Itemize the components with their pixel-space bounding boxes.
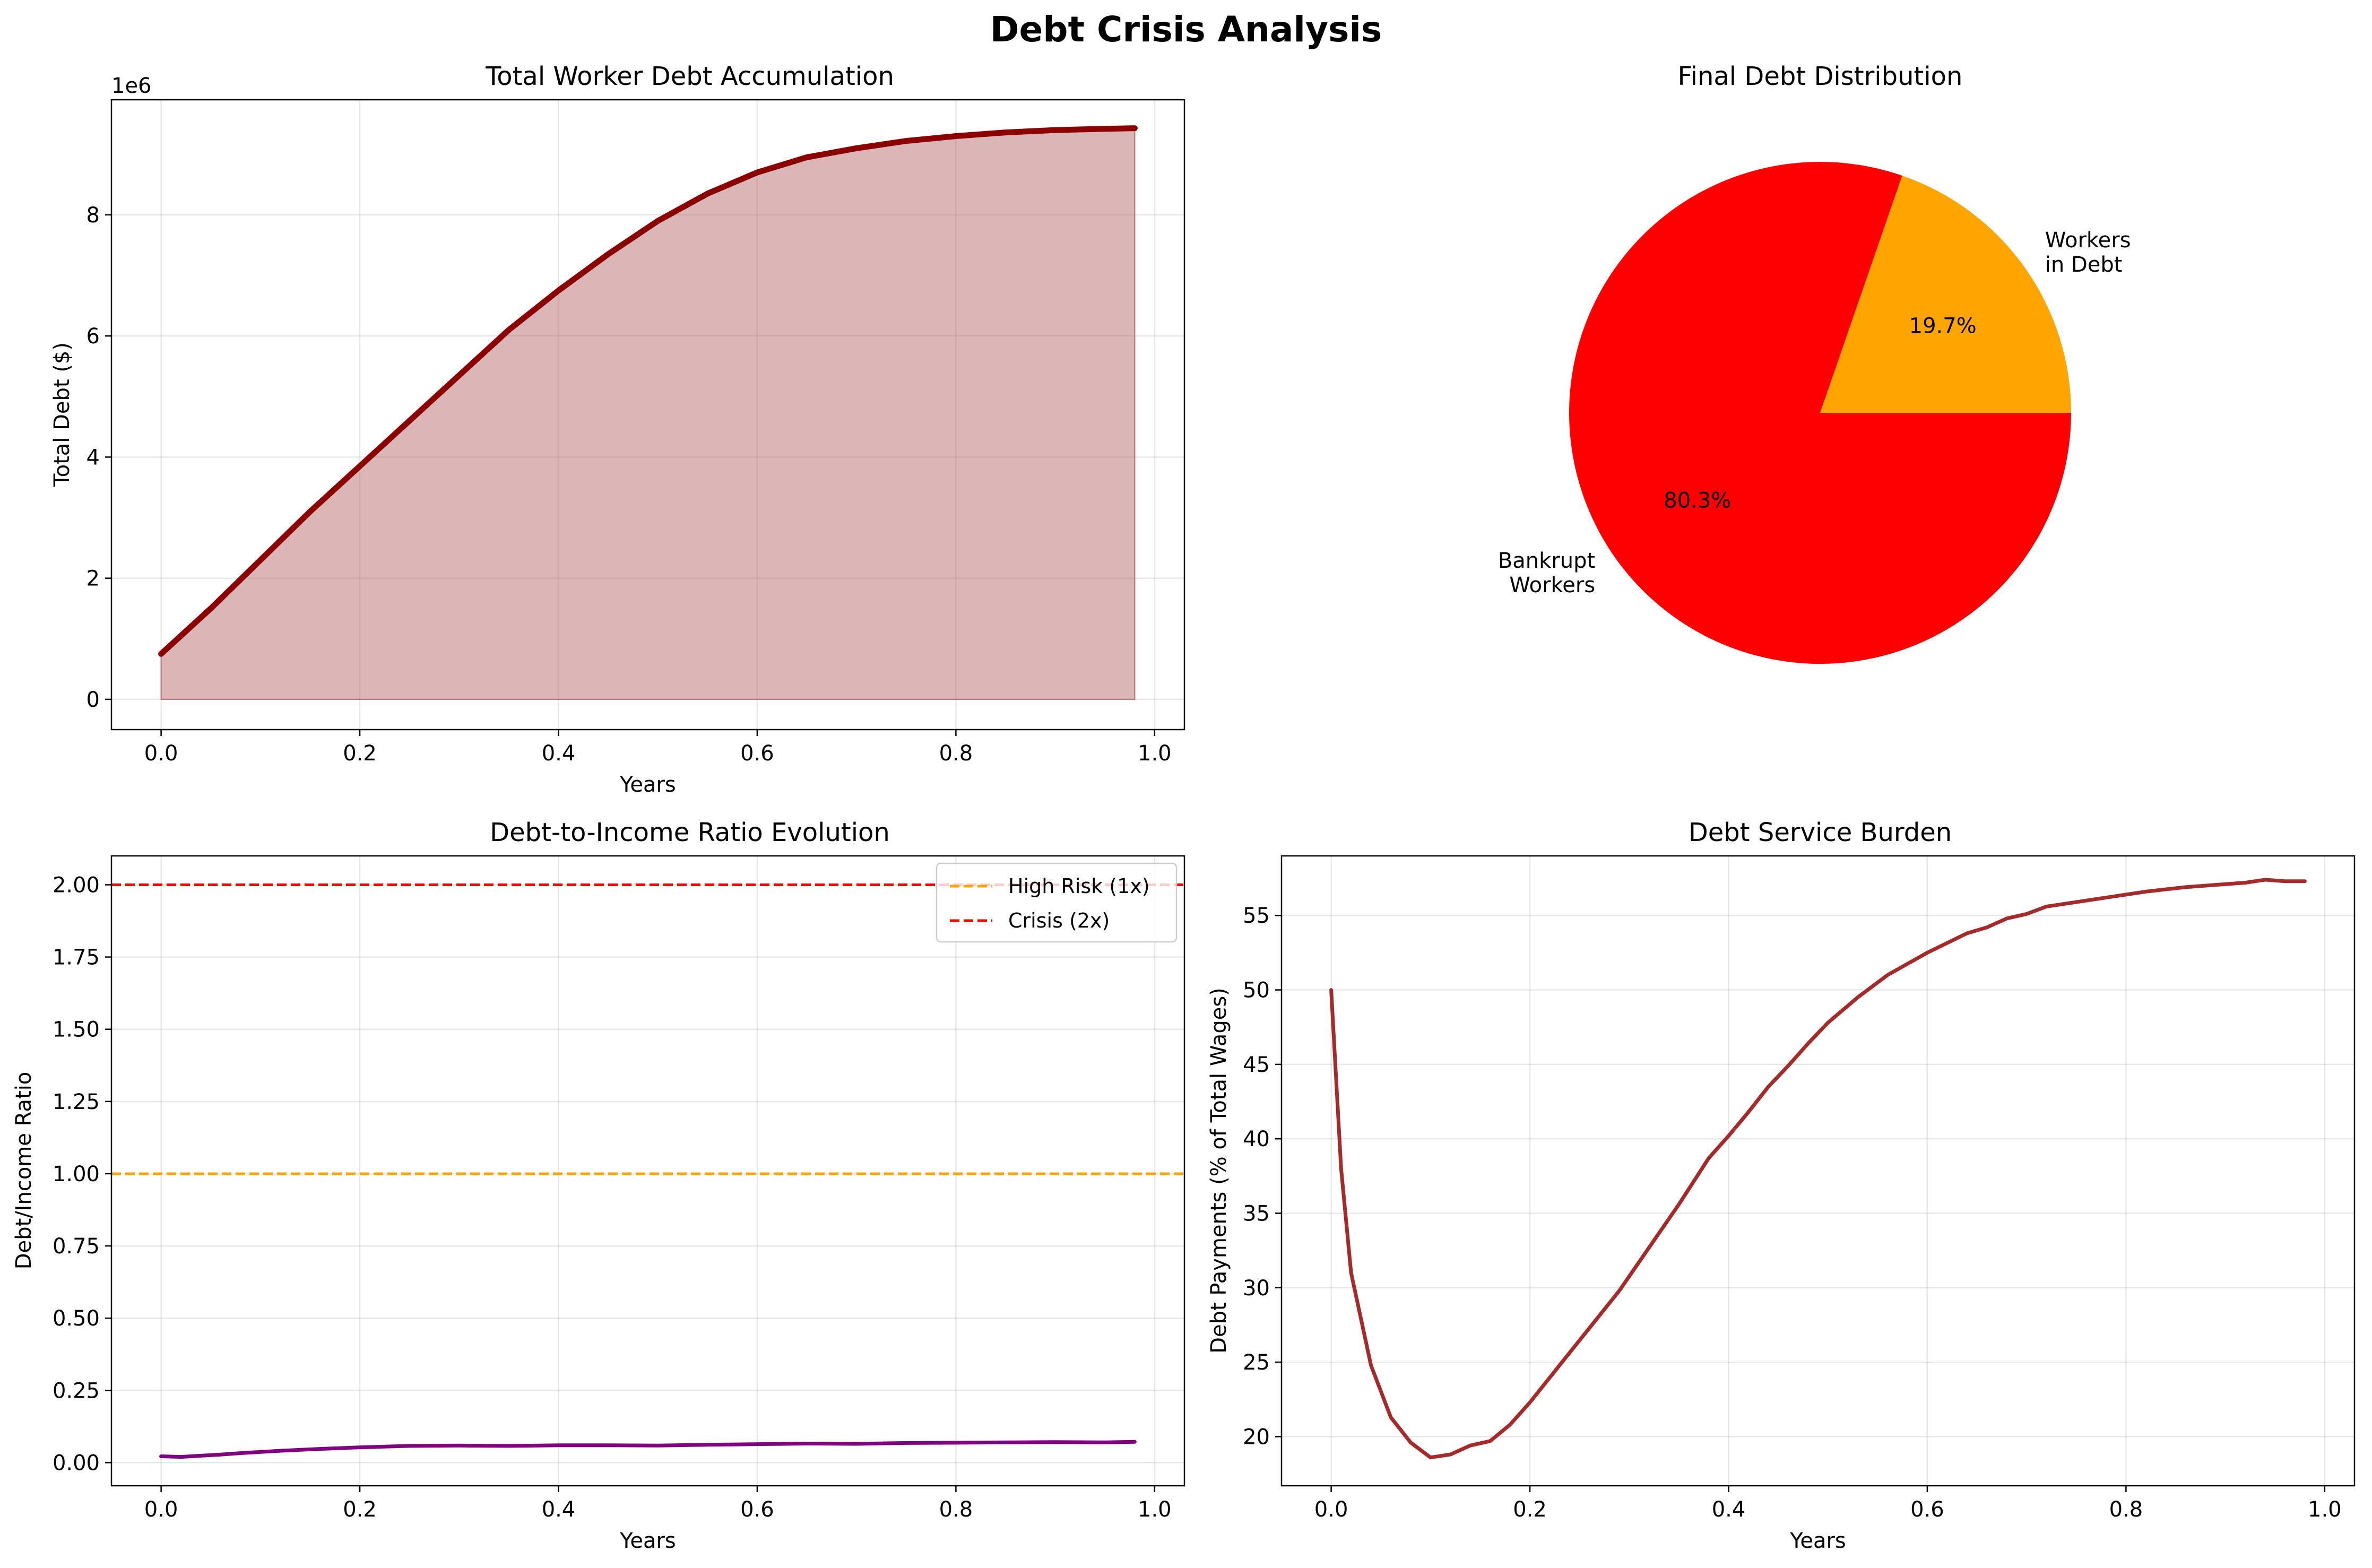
plot-area <box>111 883 1184 1459</box>
y-tick-label: 1.00 <box>53 1162 100 1186</box>
legend-label-crisis: Crisis (2x) <box>1008 909 1110 932</box>
x-tick-label: 0.6 <box>740 741 774 766</box>
x-tick-label: 0.0 <box>144 741 178 766</box>
pie-slice-1 <box>1569 162 2071 664</box>
chart-title: Debt-to-Income Ratio Evolution <box>490 818 890 847</box>
axes-frame <box>110 99 1185 731</box>
x-tick-label: 1.0 <box>1138 1497 1172 1522</box>
plot-area <box>158 125 1138 700</box>
x-tick-label: 0.4 <box>542 1497 576 1522</box>
x-axis-label: Years <box>619 773 676 797</box>
area-fill <box>160 127 1136 700</box>
x-tick-label: 0.4 <box>542 741 576 766</box>
legend-box <box>936 862 1178 943</box>
figure-title: Debt Crisis Analysis <box>990 9 1382 50</box>
series-line <box>1329 878 2307 1460</box>
x-tick-label: 0.6 <box>1910 1497 1944 1522</box>
y-tick-label: 2 <box>86 567 100 591</box>
pie-label-line2: Workers <box>1509 573 1595 597</box>
y-tick-label: 0 <box>86 688 100 712</box>
y-tick-label: 0.50 <box>53 1306 100 1331</box>
x-tick-label: 0.2 <box>343 1497 377 1522</box>
y-axis-label: Total Debt ($) <box>50 342 74 487</box>
y-tick-label: 1.50 <box>53 1018 100 1042</box>
axis-ticks: 0.0 0.2 0.4 0.6 0.8 1.0 20 25 30 35 40 45 50 55 <box>1243 904 2342 1522</box>
y-tick-label: 2.00 <box>53 873 100 897</box>
x-tick-label: 0.4 <box>1712 1497 1746 1522</box>
chart-title: Total Worker Debt Accumulation <box>485 62 894 91</box>
x-axis-label: Years <box>619 1529 676 1553</box>
y-tick-label: 6 <box>86 324 100 349</box>
x-tick-label: 0.0 <box>1314 1497 1348 1522</box>
y-tick-label: 50 <box>1243 978 1270 1003</box>
y-tick-label: 30 <box>1243 1276 1270 1301</box>
x-tick-label: 0.8 <box>939 1497 973 1522</box>
x-tick-label: 0.2 <box>1513 1497 1547 1522</box>
y-axis-label: Debt Payments (% of Total Wages) <box>1207 987 1231 1354</box>
pie-label-line1: Bankrupt <box>1498 549 1595 573</box>
y-tick-label: 40 <box>1243 1127 1270 1151</box>
debt-accumulation-chart: Total Worker Debt Accumulation 0.0 0.2 0.4… <box>50 62 1185 797</box>
y-tick-label: 20 <box>1243 1425 1270 1449</box>
y-tick-label: 45 <box>1243 1053 1270 1077</box>
x-tick-label: 0.8 <box>939 741 973 766</box>
legend: High Risk (1x) Crisis (2x) <box>936 862 1178 943</box>
x-tick-label: 1.0 <box>1138 741 1172 766</box>
chart-title: Final Debt Distribution <box>1678 62 1963 91</box>
y-tick-label: 0.75 <box>53 1234 100 1259</box>
y-tick-label: 35 <box>1243 1201 1270 1226</box>
y-tick-label: 4 <box>86 445 100 470</box>
y-tick-label: 1.25 <box>53 1090 100 1114</box>
x-tick-label: 0.8 <box>2109 1497 2143 1522</box>
x-tick-label: 0.6 <box>740 1497 774 1522</box>
y-tick-label: 0.00 <box>53 1451 100 1475</box>
y-tick-label: 55 <box>1243 904 1270 928</box>
legend-label-high-risk: High Risk (1x) <box>1008 874 1150 898</box>
axes-frame <box>110 855 1185 1487</box>
axis-ticks: 0.0 0.2 0.4 0.6 0.8 1.0 0.00 0.25 0.50 0.75 1.00 1.… <box>53 873 1172 1522</box>
x-tick-label: 0.0 <box>144 1497 178 1522</box>
pie-pct-label: 80.3% <box>1664 489 1731 513</box>
grid <box>111 856 1184 1486</box>
pie-label-line2: in Debt <box>2045 253 2123 277</box>
grid <box>1282 856 2354 1486</box>
y-tick-label: 1.75 <box>53 946 100 970</box>
y-offset-text: 1e6 <box>111 74 152 98</box>
pie-label-line1: Workers <box>2045 228 2131 253</box>
y-tick-label: 25 <box>1243 1350 1270 1375</box>
series-line <box>159 1440 1137 1459</box>
axis-ticks: 0.0 0.2 0.4 0.6 0.8 1.0 0 2 4 6 8 <box>86 203 1172 766</box>
axes-frame <box>1280 855 2356 1487</box>
y-tick-label: 8 <box>86 203 100 228</box>
series-line <box>158 125 1138 657</box>
y-tick-label: 0.25 <box>53 1379 100 1403</box>
x-axis-label: Years <box>1789 1529 1846 1553</box>
debt-service-burden-chart: Debt Service Burden 0.0 0.2 0.4 0.6 0.8 1.0 20… <box>1207 818 2356 1553</box>
y-axis-label: Debt/Income Ratio <box>12 1072 36 1270</box>
plot-area <box>1329 878 2307 1460</box>
x-tick-label: 0.2 <box>343 741 377 766</box>
pie-slice-0 <box>1820 176 2071 413</box>
debt-income-ratio-chart: Debt-to-Income Ratio Evolution 0.0 0.2 0.4… <box>12 818 1185 1553</box>
chart-title: Debt Service Burden <box>1689 818 1952 847</box>
x-tick-label: 1.0 <box>2308 1497 2342 1522</box>
pie-pct-label: 19.7% <box>1909 314 1977 338</box>
